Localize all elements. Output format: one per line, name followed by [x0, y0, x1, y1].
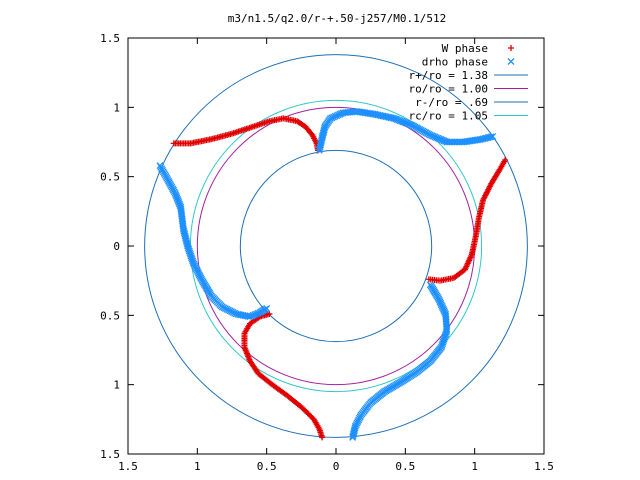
x-tick-label: 1.5 — [118, 460, 138, 473]
legend-label: ro/ro = 1.00 — [409, 83, 488, 96]
chart-title: m3/n1.5/q2.0/r-+.50-j257/M0.1/512 — [228, 12, 447, 25]
y-tick-label: 0.5 — [100, 309, 120, 322]
x-tick-label: 1 — [471, 460, 478, 473]
drho-phase-point — [489, 132, 497, 140]
x-tick-label: 1 — [194, 460, 201, 473]
x-tick-label: 1.5 — [534, 460, 554, 473]
legend-label: r+/ro = 1.38 — [409, 69, 488, 82]
y-tick-label: 1 — [113, 379, 120, 392]
x-tick-label: 0 — [333, 460, 340, 473]
y-tick-label: 1 — [113, 101, 120, 114]
w-phase-point — [266, 310, 273, 317]
drho-phase-point — [263, 304, 271, 312]
y-tick-label: 1.5 — [100, 32, 120, 45]
drho-phase-point — [487, 133, 495, 141]
x-tick-label: 0.5 — [395, 460, 415, 473]
circle-1 — [196, 106, 476, 386]
legend-label: drho phase — [422, 56, 488, 69]
legend-marker — [508, 45, 514, 51]
x-tick-label: 0.5 — [257, 460, 277, 473]
y-tick-label: 0 — [113, 240, 120, 253]
circle-2 — [239, 149, 433, 343]
points-layer — [156, 108, 509, 441]
ticks-layer: 1.5 1 0.5 0 0.5 1 1.51.510.500.511.5 — [100, 32, 554, 473]
legend-label: rc/ro = 1.05 — [409, 110, 488, 123]
y-tick-label: 1.5 — [100, 448, 120, 461]
legend-label: r-/ro = .69 — [415, 96, 488, 109]
drho-phase-point — [426, 281, 434, 289]
w-phase-point — [425, 276, 432, 283]
circle-0 — [144, 54, 528, 438]
legend-marker — [507, 58, 515, 65]
y-tick-label: 0.5 — [100, 171, 120, 184]
legend-label: W phase — [442, 42, 488, 55]
